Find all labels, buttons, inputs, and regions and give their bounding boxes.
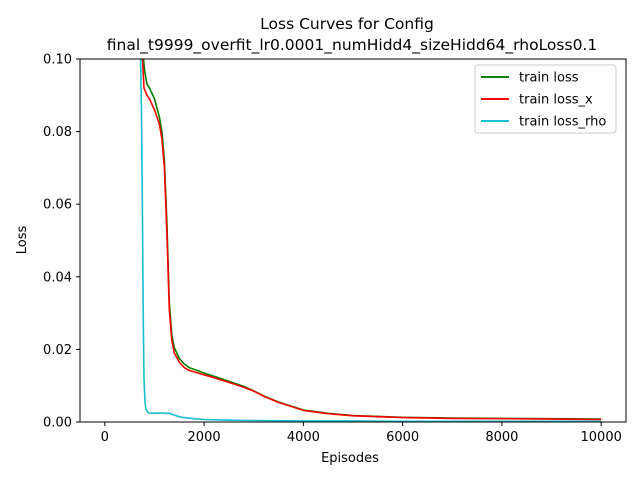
- series-layer: [139, 59, 602, 422]
- x-tick-label: 10000: [581, 430, 622, 445]
- y-tick-label: 0.02: [43, 343, 72, 358]
- x-tick-label: 8000: [485, 430, 518, 445]
- ticks-layer: 0 2000 4000 6000 8000 10000 0.00 0.02 0.04 0.06 0.…: [43, 53, 622, 446]
- y-tick-label: 0.08: [43, 125, 72, 140]
- legend-label: train loss_rho: [519, 115, 606, 130]
- x-tick-label: 4000: [287, 430, 320, 445]
- chart-title-line2: final_t9999_overfit_lr0.0001_numHidd4_si…: [107, 36, 597, 55]
- y-tick-label: 0.10: [43, 53, 72, 68]
- x-axis-label: Episodes: [321, 451, 379, 466]
- y-tick-label: 0.06: [43, 198, 72, 213]
- chart-title-line1: Loss Curves for Config: [260, 15, 434, 33]
- x-tick-label: 0: [101, 430, 109, 445]
- x-tick-label: 2000: [188, 430, 221, 445]
- plot-frame: [79, 58, 627, 423]
- y-tick-label: 0.00: [43, 416, 72, 431]
- series-line-3: [139, 59, 602, 422]
- y-tick-label: 0.04: [43, 270, 72, 285]
- legend-box: [474, 64, 617, 134]
- legend-label: train loss_x: [519, 93, 593, 108]
- y-axis-label: Loss: [15, 226, 30, 255]
- legend-label: train loss: [519, 71, 579, 86]
- x-tick-label: 6000: [386, 430, 419, 445]
- series-line-2: [141, 59, 602, 421]
